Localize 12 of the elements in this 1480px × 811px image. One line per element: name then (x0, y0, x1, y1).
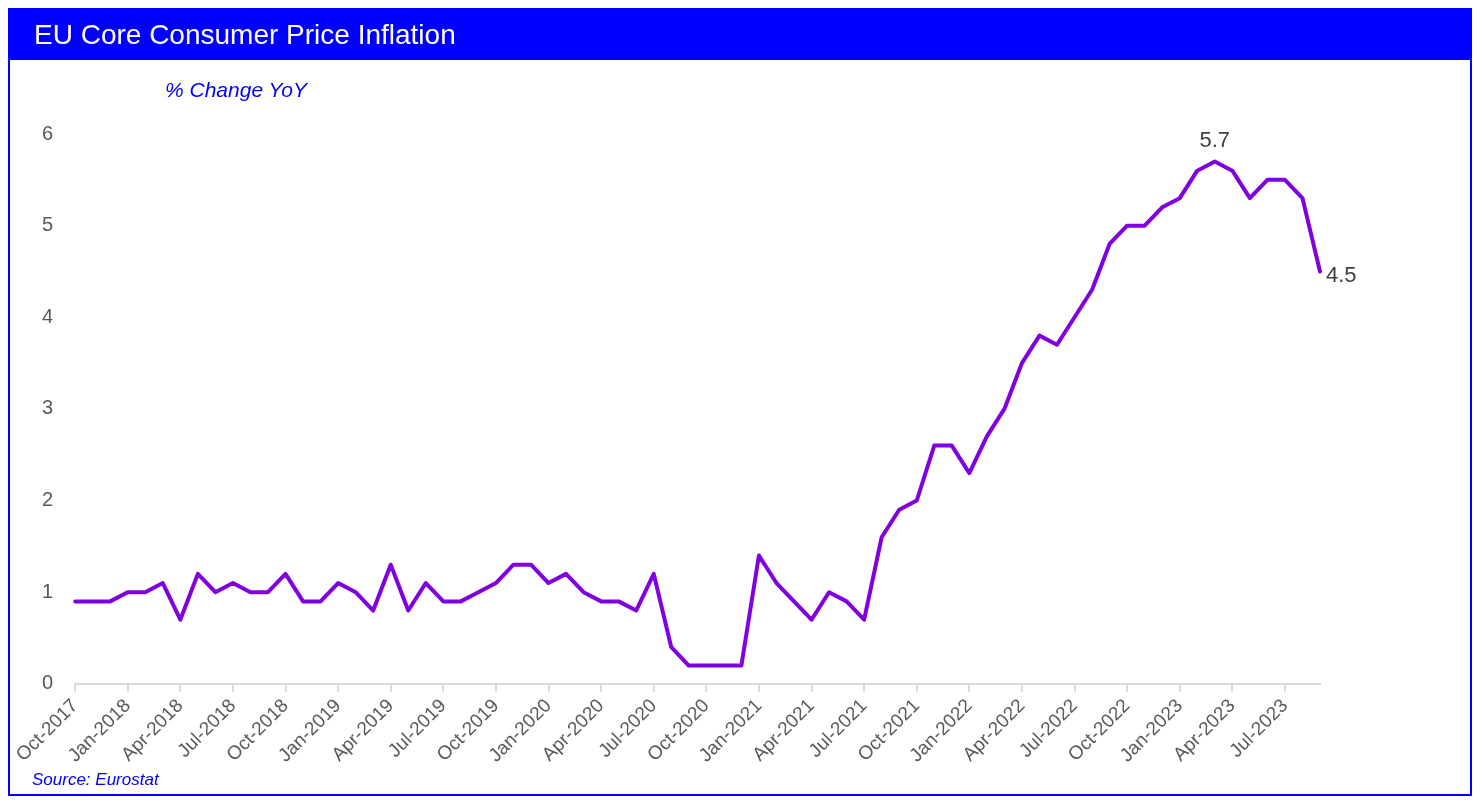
y-axis-title: % Change YoY (164, 77, 309, 101)
source-note: Source: Eurostat (31, 770, 161, 791)
y-tick-label: 4 (42, 304, 54, 327)
data-label: 5.7 (1199, 126, 1231, 152)
data-label: 4.5 (1326, 261, 1357, 287)
y-tick-label: 0 (42, 671, 54, 694)
chart-title: EU Core Consumer Price Inflation (10, 8, 1470, 60)
y-tick-label: 1 (42, 579, 54, 602)
y-tick-label: 6 (42, 121, 54, 144)
y-tick-label: 5 (42, 213, 54, 236)
y-tick-label: 2 (42, 488, 54, 511)
y-tick-label: 3 (42, 396, 54, 419)
